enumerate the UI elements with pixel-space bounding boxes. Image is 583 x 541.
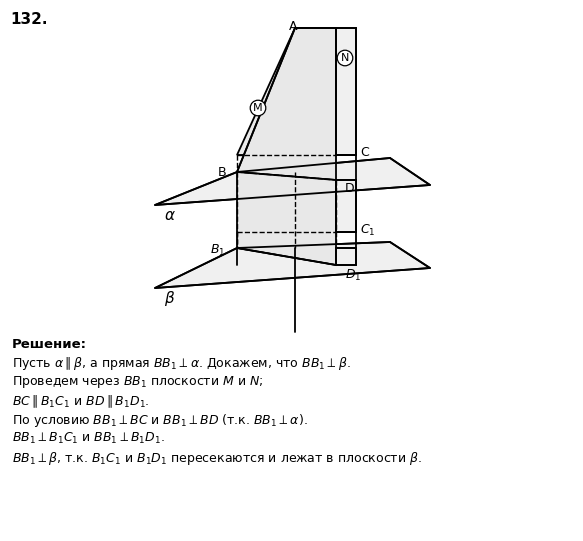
Polygon shape bbox=[155, 158, 430, 205]
Text: $BB_1 \perp \beta$, т.к. $B_1C_1$ и $B_1D_1$ пересекаются и лежат в плоскости $\: $BB_1 \perp \beta$, т.к. $B_1C_1$ и $B_1… bbox=[12, 450, 422, 467]
Polygon shape bbox=[237, 28, 336, 180]
Text: N: N bbox=[341, 53, 349, 63]
Text: По условию $BB_1 \perp BC$ и $BB_1 \perp BD$ (т.к. $BB_1 \perp \alpha$).: По условию $BB_1 \perp BC$ и $BB_1 \perp… bbox=[12, 412, 308, 429]
Text: B: B bbox=[217, 166, 226, 179]
Text: $D_1$: $D_1$ bbox=[345, 268, 361, 283]
Text: $B_1$: $B_1$ bbox=[210, 242, 225, 258]
Polygon shape bbox=[155, 242, 430, 288]
Text: Пусть $\alpha \parallel \beta$, а прямая $BB_1 \perp \alpha$. Докажем, что $BB_1: Пусть $\alpha \parallel \beta$, а прямая… bbox=[12, 355, 350, 372]
Polygon shape bbox=[336, 28, 356, 155]
Polygon shape bbox=[237, 28, 336, 155]
Polygon shape bbox=[237, 172, 336, 265]
Polygon shape bbox=[336, 248, 356, 265]
Text: 132.: 132. bbox=[10, 12, 47, 27]
Polygon shape bbox=[336, 180, 356, 232]
Text: $C_1$: $C_1$ bbox=[360, 222, 375, 237]
Text: A: A bbox=[289, 20, 297, 33]
Text: M: M bbox=[253, 103, 263, 113]
Text: Решение:: Решение: bbox=[12, 338, 87, 351]
Text: $BB_1 \perp B_1C_1$ и $BB_1 \perp B_1D_1$.: $BB_1 \perp B_1C_1$ и $BB_1 \perp B_1D_1… bbox=[12, 431, 165, 446]
Text: D: D bbox=[345, 182, 354, 195]
Text: $\alpha$: $\alpha$ bbox=[164, 208, 176, 222]
Text: Проведем через $BB_1$ плоскости $M$ и $N$;: Проведем через $BB_1$ плоскости $M$ и $N… bbox=[12, 374, 264, 390]
Text: $BC \parallel B_1C_1$ и $BD \parallel B_1D_1$.: $BC \parallel B_1C_1$ и $BD \parallel B_… bbox=[12, 393, 150, 410]
Text: C: C bbox=[360, 146, 369, 159]
Text: $\beta$: $\beta$ bbox=[164, 288, 175, 307]
